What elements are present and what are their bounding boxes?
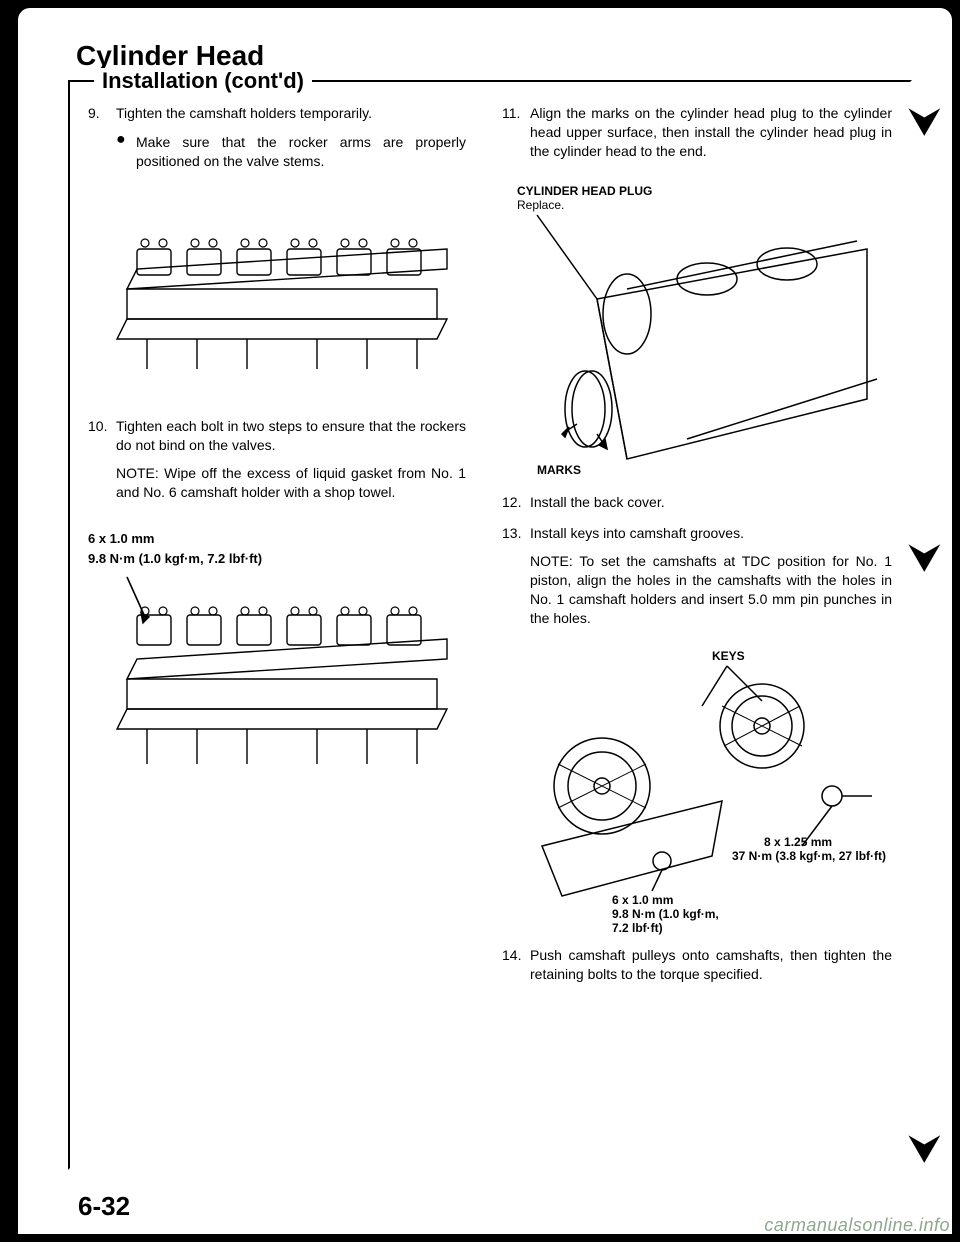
section-title: Installation (cont'd) <box>94 68 312 94</box>
manual-page: Cylinder Head Installation (cont'd) 9. T… <box>18 8 952 1234</box>
svg-text:CYLINDER HEAD PLUG: CYLINDER HEAD PLUG <box>517 184 652 198</box>
figure-cylinder-head-plug: CYLINDER HEAD PLUG Replace. <box>502 179 892 479</box>
step-number: 13. <box>502 524 530 628</box>
step-text: Tighten the camshaft holders temporarily… <box>116 105 372 121</box>
step-number: 12. <box>502 493 530 512</box>
step-body: Tighten each bolt in two steps to ensure… <box>116 417 466 503</box>
watermark: carmanualsonline.info <box>764 1215 950 1236</box>
left-column: 9. Tighten the camshaft holders temporar… <box>70 104 484 1168</box>
step-body: Install keys into camshaft grooves. ⮟ NO… <box>530 524 892 628</box>
torque-spec-line1: 6 x 1.0 mm <box>88 530 466 548</box>
bullet-mark: ● <box>116 133 136 171</box>
step-9: 9. Tighten the camshaft holders temporar… <box>88 104 466 171</box>
thumb-index-mark-icon: ⮟ <box>909 1125 940 1174</box>
figure-camshaft-holders-1 <box>88 189 466 389</box>
step-12: 12. Install the back cover. <box>502 493 892 512</box>
note-text: NOTE: Wipe off the excess of liquid gask… <box>116 464 466 502</box>
step-14: 14. Push camshaft pulleys onto camshafts… <box>502 946 892 984</box>
step-11: 11. Align the marks on the cylinder head… <box>502 104 892 161</box>
figure-camshaft-holders-2 <box>88 569 466 779</box>
step-number: 14. <box>502 946 530 984</box>
bullet-item: ● Make sure that the rocker arms are pro… <box>116 133 466 171</box>
step-number: 11. <box>502 104 530 161</box>
step-text: Push camshaft pulleys onto camshafts, th… <box>530 946 892 984</box>
note-text: NOTE: To set the camshafts at TDC positi… <box>530 552 892 628</box>
svg-text:Replace.: Replace. <box>517 198 564 212</box>
svg-text:7.2 lbf·ft): 7.2 lbf·ft) <box>612 921 663 935</box>
svg-text:6 x 1.0 mm: 6 x 1.0 mm <box>612 893 673 907</box>
svg-text:8 x 1.25 mm: 8 x 1.25 mm <box>764 835 832 849</box>
step-number: 10. <box>88 417 116 503</box>
step-text: Install keys into camshaft grooves. <box>530 525 744 541</box>
torque-spec-line2: 9.8 N·m (1.0 kgf·m, 7.2 lbf·ft) <box>88 550 466 568</box>
two-column-layout: 9. Tighten the camshaft holders temporar… <box>70 82 910 1168</box>
bullet-text: Make sure that the rocker arms are prope… <box>136 133 466 171</box>
step-13: 13. Install keys into camshaft grooves. … <box>502 524 892 628</box>
page-number: 6-32 <box>78 1191 130 1222</box>
right-column: ⮟ 11. Align the marks on the cylinder he… <box>484 104 910 1168</box>
pulley-diagram-icon: KEYS <box>502 646 892 936</box>
step-text: Align the marks on the cylinder head plu… <box>530 104 892 161</box>
step-10: 10. Tighten each bolt in two steps to en… <box>88 417 466 503</box>
camshaft-diagram-icon <box>97 189 457 389</box>
svg-text:MARKS: MARKS <box>537 463 581 477</box>
section-box: Installation (cont'd) 9. Tighten the cam… <box>68 80 912 1170</box>
step-number: 9. <box>88 104 116 171</box>
camshaft-torque-diagram-icon <box>97 569 457 779</box>
svg-text:37 N·m (3.8 kgf·m, 27 lbf·ft): 37 N·m (3.8 kgf·m, 27 lbf·ft) <box>732 849 886 863</box>
svg-text:KEYS: KEYS <box>712 649 745 663</box>
thumb-index-mark-icon: ⮟ <box>909 534 940 583</box>
figure-camshaft-pulleys: KEYS <box>502 646 892 936</box>
head-plug-diagram-icon: CYLINDER HEAD PLUG Replace. <box>507 179 887 479</box>
step-body: Tighten the camshaft holders temporarily… <box>116 104 466 171</box>
thumb-index-mark-icon: ⮟ <box>909 98 940 147</box>
step-text: Tighten each bolt in two steps to ensure… <box>116 418 466 453</box>
svg-text:9.8 N·m (1.0 kgf·m,: 9.8 N·m (1.0 kgf·m, <box>612 907 719 921</box>
step-text: Install the back cover. <box>530 493 892 512</box>
